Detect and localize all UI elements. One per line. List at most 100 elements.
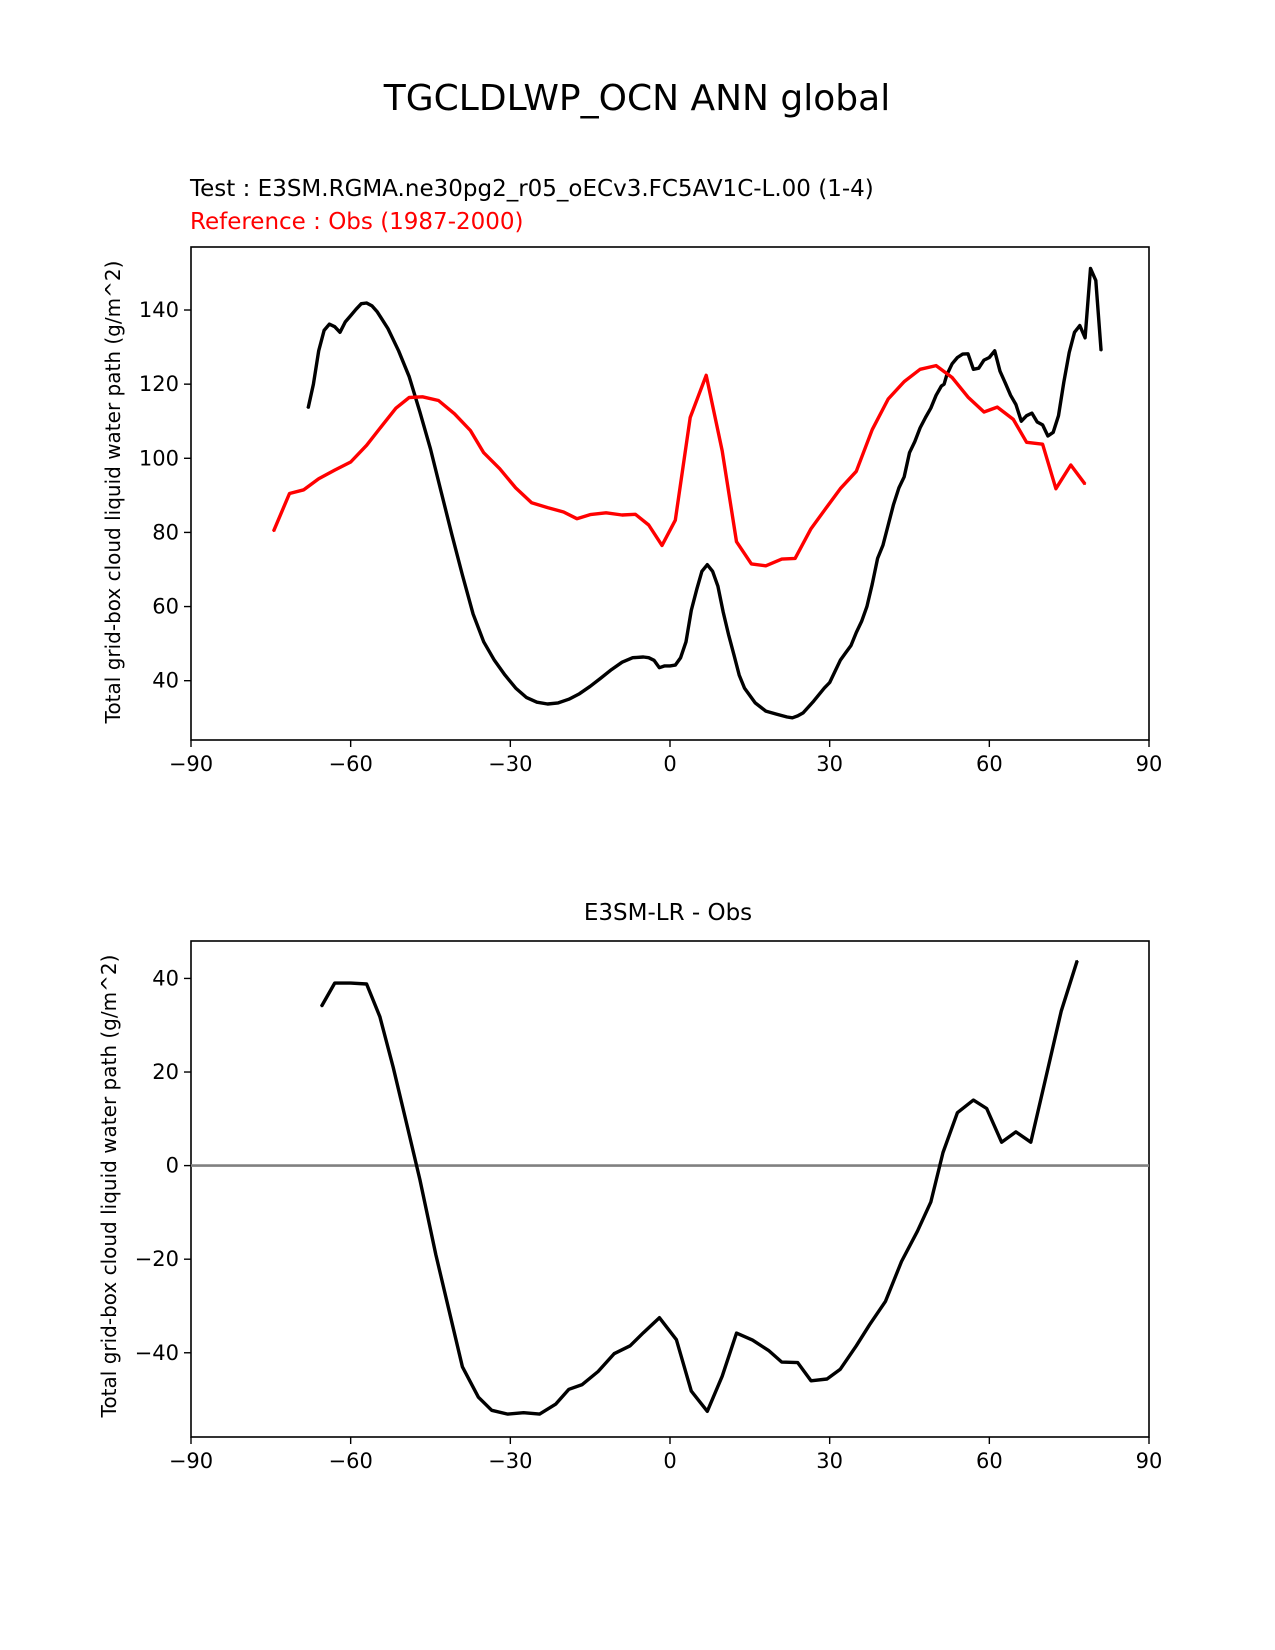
data-point [453,413,456,415]
top-y-axis-label: Total grid-box cloud liquid water path (… [101,261,125,725]
data-point [339,331,341,334]
data-point [631,656,634,659]
data-point [689,416,691,419]
series-line-difference [319,960,1079,1416]
data-point [333,469,336,471]
data-point [674,519,677,521]
data-point [1089,267,1092,270]
data-point [919,427,921,429]
data-point [711,570,714,573]
data-point [916,1230,919,1232]
data-point [419,411,421,413]
data-point [568,698,570,700]
data-point [972,1099,975,1101]
data-point [634,513,637,516]
data-point [355,308,357,311]
bottom-plot: −90 −60 −30 0 30 60 90 −40 −20 0 20 40 [135,940,1163,1473]
x-tick-label: 90 [1136,1449,1163,1473]
data-point [967,396,969,398]
data-point [1036,421,1038,423]
data-point [796,1361,799,1364]
data-point [451,533,453,536]
data-point [1079,324,1081,327]
data-point [554,1403,557,1405]
data-point [506,1413,509,1415]
data-point [419,1178,421,1181]
data-point [1015,403,1017,406]
data-point [839,1368,842,1370]
data-point [381,424,384,426]
data-point [930,1201,932,1203]
data-point [940,385,943,387]
data-point [1076,959,1078,962]
y-tick-label: 100 [139,446,179,470]
data-point [721,1375,723,1377]
data-point [303,489,305,491]
data-point [796,715,799,717]
data-point [810,1380,812,1382]
data-point [935,394,937,397]
data-point [1015,1131,1017,1133]
data-point [629,1345,631,1347]
data-point [871,583,873,586]
data-point [658,1316,661,1319]
data-point [477,1396,480,1398]
data-point [943,383,945,386]
data-point [421,396,424,398]
data-point [690,1390,693,1392]
data-point [546,506,549,509]
data-point [349,314,352,317]
data-point [674,664,677,666]
data-point [328,323,331,325]
x-tick-label: 0 [663,752,676,776]
data-point [320,1005,323,1008]
data-point [1068,351,1070,354]
data-point [589,513,591,516]
data-point [312,383,315,386]
data-point [490,1409,493,1412]
data-point [642,1331,645,1334]
data-point [735,1332,738,1334]
data-point [365,302,368,304]
data-point [871,428,873,431]
data-point [908,451,911,454]
data-point [900,1260,903,1263]
data-point [722,611,724,613]
data-point [538,1413,541,1415]
data-point [461,574,464,576]
data-point [1009,394,1012,397]
data-point [985,1107,988,1110]
data-point [1057,414,1060,417]
data-point [876,557,879,560]
data-point [1041,443,1044,446]
data-point [1041,424,1044,426]
data-point [794,557,796,560]
data-point [930,407,932,410]
data-point [557,702,559,704]
data-point [721,450,723,452]
data-point [812,700,815,702]
data-point [701,570,703,573]
data-point [1030,1141,1032,1143]
data-point [661,544,663,547]
data-point [844,652,847,654]
data-point [429,448,432,450]
x-tick-label: 0 [663,1449,676,1473]
data-point [956,1111,959,1114]
data-point [951,376,953,379]
data-point [621,661,623,663]
data-point [1060,1010,1062,1012]
data-point [605,512,607,514]
data-point [765,710,767,712]
data-point [903,476,905,478]
x-tick-label: −90 [169,752,213,776]
figure-title: TGCLDLWP_OCN ANN global [383,78,890,119]
data-point [967,353,969,355]
data-point [828,681,831,684]
data-point [600,677,602,679]
data-point [823,687,826,689]
x-tick-label: 30 [816,1449,843,1473]
data-point [562,511,565,513]
data-point [754,702,756,704]
data-point [675,1338,678,1341]
